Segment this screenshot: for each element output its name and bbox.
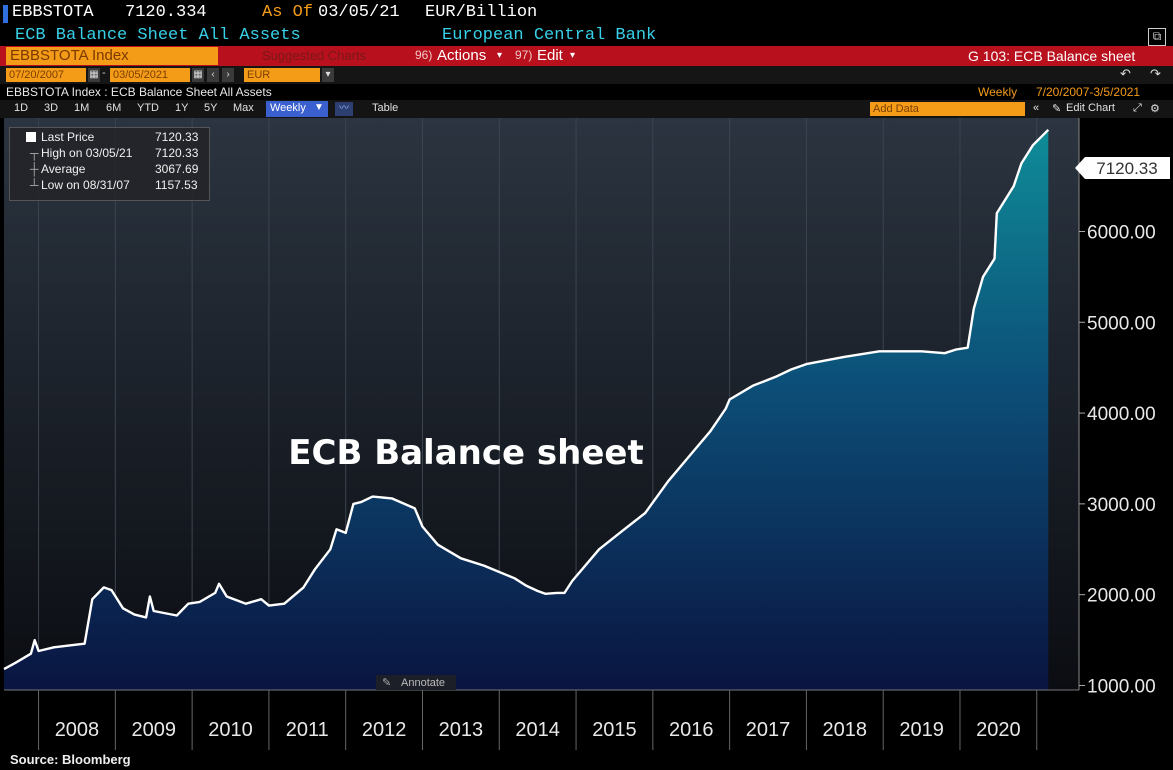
annotate-label: Annotate [401,677,445,689]
x-tick-label: 2020 [976,719,1021,741]
suggested-charts[interactable]: Suggested Charts [262,48,367,63]
header-price: 7120.334 [125,3,207,22]
redo-icon[interactable]: ↷ [1150,66,1161,81]
high-icon: ┬ [30,146,39,160]
x-tick-label: 2012 [362,719,407,741]
table-button[interactable]: Table [372,102,399,114]
x-tick-label: 2008 [55,719,100,741]
balance-sheet-line [3,128,1050,671]
edit-chart-button[interactable]: Edit Chart [1066,102,1115,114]
undo-icon[interactable]: ↶ [1120,66,1131,81]
period-1y[interactable]: 1Y [175,102,189,114]
annotate-button[interactable]: ✎ Annotate [376,675,456,690]
add-data-input[interactable]: Add Data [870,102,1025,116]
settings-icon[interactable]: ⚙ [1150,103,1160,115]
start-date-input[interactable]: 07/20/2007 [6,68,86,82]
x-tick-label: 2011 [286,719,329,741]
y-tick-label: 2000.00 [1087,586,1156,607]
average-icon: ┼ [30,162,39,176]
chart-annotation-title: ECB Balance sheet [288,433,643,473]
unit-label: EUR/Billion [425,3,538,22]
legend-high-label: High on 03/05/21 [41,146,133,160]
currency-select[interactable]: EUR [244,68,320,82]
x-axis: 2008 2009 2010 2011 2012 2013 2014 2015 2016 2017… [4,689,1079,750]
actions-caret-icon: ▾ [497,50,503,61]
legend-high-value: 7120.33 [155,146,199,160]
y-tick-label: 4000.00 [1087,404,1156,425]
period-5y[interactable]: 5Y [204,102,218,114]
price-chart[interactable]: ECB Balance sheet 1000.00 2000.00 3000.00 4… [0,118,1173,750]
annotate-icon: ✎ [382,677,391,689]
end-date-input[interactable]: 03/05/2021 [110,68,190,82]
period-1d[interactable]: 1D [14,102,29,114]
x-tick-label: 2009 [131,719,176,741]
edit-menu[interactable]: Edit [537,47,563,64]
last-price-tag-value: 7120.33 [1096,159,1157,178]
x-tick-label: 2014 [515,719,560,741]
as-of-label: As Of [262,3,314,22]
calendar-icon-end[interactable]: ▦ [192,68,204,82]
last-price-swatch [26,132,36,142]
legend-last-price-value: 7120.33 [155,130,199,144]
line-chart-icon[interactable]: 〰 [335,102,353,116]
period-ytd[interactable]: YTD [137,102,159,114]
currency-caret-icon[interactable]: ▾ [322,68,334,82]
x-tick-label: 2010 [208,719,253,741]
ticker: EBBSTOTA [12,3,94,22]
period-3d[interactable]: 3D [44,102,59,114]
low-icon: ┴ [30,178,39,192]
edit-number: 97) [515,48,533,62]
actions-number: 96) [415,48,433,62]
frequency-caret-icon: ▼ [314,102,324,113]
security-field[interactable]: EBBSTOTA Index [10,47,129,64]
period-6m[interactable]: 6M [106,102,122,114]
source-note: Source: Bloomberg [10,752,131,767]
x-tick-label: 2018 [823,719,868,741]
period-label: 7/20/2007-3/5/2021 [1036,85,1141,99]
x-tick-label: 2015 [592,719,637,741]
legend-average-label: Average [41,162,86,176]
legend-last-price-label: Last Price [41,130,95,144]
edit-caret-icon: ▾ [570,50,576,61]
expand-icon[interactable]: ⧉ [1148,28,1166,46]
x-tick-label: 2019 [899,719,944,741]
period-max[interactable]: Max [233,102,254,114]
actions-menu[interactable]: Actions [437,47,487,64]
chart-legend[interactable]: Last Price 7120.33 ┬ High on 03/05/21 71… [9,127,210,201]
source-name: European Central Bank [442,26,657,45]
legend-low-value: 1157.53 [155,178,198,192]
x-tick-label: 2017 [746,719,791,741]
as-of-date: 03/05/21 [318,3,400,22]
frequency-select-label: Weekly [270,102,306,114]
chart-subtitle: EBBSTOTA Index : ECB Balance Sheet All A… [6,85,272,99]
frequency-label: Weekly [978,85,1018,99]
description-text: ECB Balance Sheet All Assets [15,26,301,45]
y-tick-label: 6000.00 [1087,222,1156,243]
zoom-icon[interactable]: ⤢ [1133,102,1142,114]
y-tick-label: 1000.00 [1087,676,1156,697]
security-header: EBBSTOTA 7120.334 As Of 03/05/21 EUR/Bil… [0,0,1173,26]
date-range-bar: 07/20/2007 ▦ - 03/05/2021 ▦ ‹ › EUR ▾ ↶ … [0,66,1173,84]
legend-average-value: 3067.69 [155,162,199,176]
calendar-icon[interactable]: ▦ [88,68,100,82]
period-1m[interactable]: 1M [74,102,90,114]
header-accent [3,5,8,23]
prev-icon[interactable]: ‹ [207,68,219,82]
collapse-icon[interactable]: « [1033,102,1040,114]
page-title: G 103: ECB Balance sheet [968,48,1136,64]
last-price-tag: 7120.33 [1075,157,1170,179]
command-bar: EBBSTOTA Index Suggested Charts 96) Acti… [0,46,1173,66]
legend-low-label: Low on 08/31/07 [41,178,130,192]
x-tick-label: 2016 [669,719,714,741]
balance-sheet-area [4,129,1049,691]
x-tick-label: 2013 [439,719,484,741]
range-dash: - [102,67,106,79]
frequency-select[interactable]: Weekly ▼ [266,101,328,117]
chart-toolbar: 1D 3D 1M 6M YTD 1Y 5Y Max Weekly ▼ 〰 Tab… [0,100,1173,118]
y-axis: 1000.00 2000.00 3000.00 4000.00 5000.00 6000.… [1078,118,1156,697]
pencil-icon[interactable]: ✎ [1052,103,1062,115]
y-tick-label: 3000.00 [1087,495,1156,516]
next-icon[interactable]: › [222,68,234,82]
y-tick-label: 5000.00 [1087,313,1156,334]
